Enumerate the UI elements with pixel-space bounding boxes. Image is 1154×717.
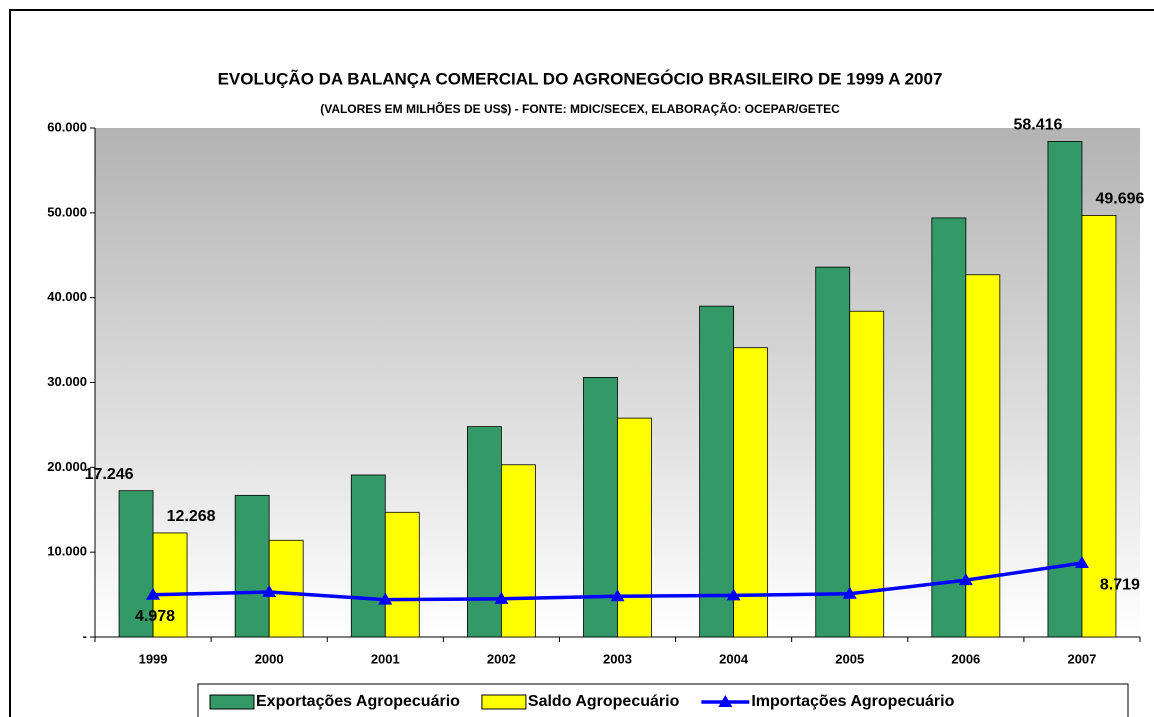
legend-label: Exportações Agropecuário [256,693,460,710]
bar [500,464,536,638]
bar [268,539,304,638]
bar [118,490,154,638]
marker [842,586,857,599]
data-label: 58.416 [1013,117,1062,134]
y-tick-label: - [83,628,87,643]
bar [1081,215,1117,638]
marker [1074,556,1089,569]
bar [583,377,618,638]
y-tick-label: 10.000 [47,544,87,559]
marker [958,573,973,586]
bar [733,347,769,638]
y-tick-label: 60.000 [47,119,87,134]
x-tick-label: 2003 [603,651,632,666]
data-label: 12.268 [167,508,216,525]
x-tick-label: 2000 [255,651,284,666]
y-tick-label: 30.000 [47,374,87,389]
x-tick-label: 2004 [719,651,749,666]
marker [378,592,393,605]
bar [234,494,270,638]
x-tick-label: 2002 [487,651,516,666]
bar [931,217,967,638]
legend-swatch [209,694,255,710]
data-label: 17.246 [85,466,134,483]
x-tick-label: 2001 [371,651,400,666]
x-tick-label: 2007 [1067,651,1096,666]
bar [849,310,885,638]
x-tick-label: 1999 [139,651,168,666]
chart-title: EVOLUÇÃO DA BALANÇA COMERCIAL DO AGRONEG… [218,68,943,88]
y-tick-label: 50.000 [47,204,87,219]
bar [1047,141,1083,638]
bar [152,532,188,638]
legend-swatch [718,695,733,707]
y-tick-label: 40.000 [47,289,87,304]
data-label: 8.719 [1100,576,1140,593]
marker [146,587,161,600]
bar [815,266,851,638]
bar [617,417,652,638]
legend-label: Importações Agropecuário [751,693,954,710]
marker [494,591,509,604]
y-tick-label: 20.000 [47,459,87,474]
x-tick-label: 2005 [835,651,864,666]
legend-swatch [481,694,527,710]
marker [262,585,277,598]
legend [197,683,1129,717]
bar [350,474,386,638]
bar [699,305,735,638]
data-label: 4.978 [135,608,175,625]
legend-label: Saldo Agropecuário [528,693,680,710]
data-label: 49.696 [1095,191,1144,208]
x-tick-label: 2006 [951,651,980,666]
chart-subtitle: (VALORES EM MILHÕES DE US$) - FONTE: MDI… [320,101,840,116]
bar [384,511,420,638]
bar [466,426,502,638]
marker [610,589,625,602]
marker [726,588,741,601]
